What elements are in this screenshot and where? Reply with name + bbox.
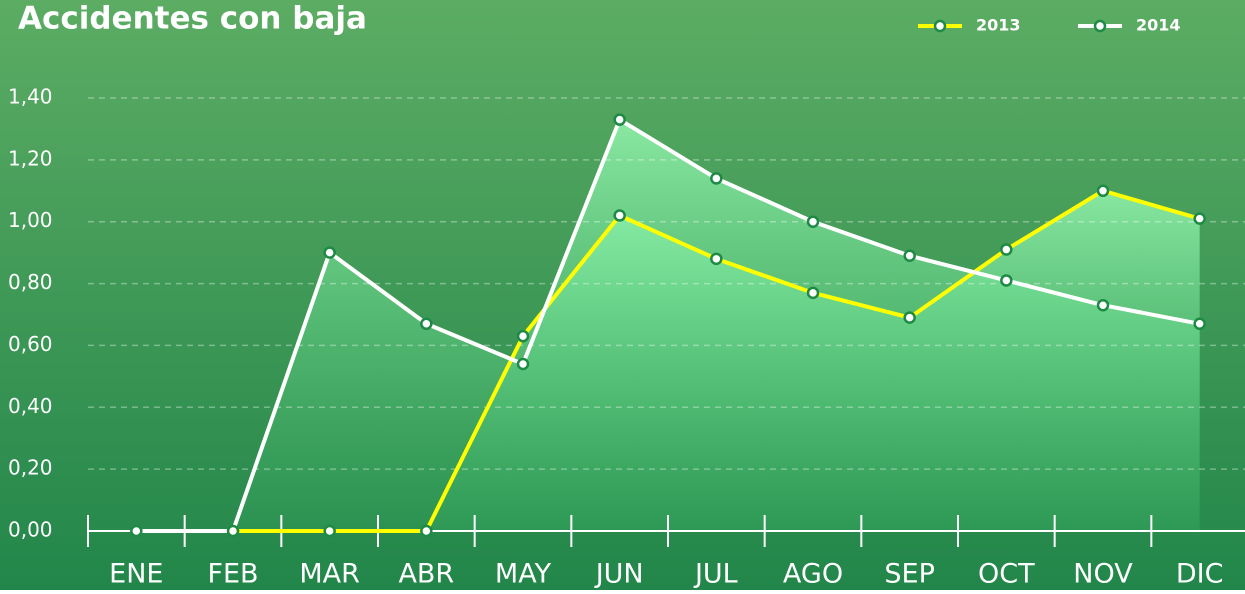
x-tick-label: OCT xyxy=(978,559,1035,590)
x-tick-label: MAY xyxy=(495,559,552,590)
x-tick-label: ABR xyxy=(398,559,454,590)
legend-label: 2013 xyxy=(976,16,1021,35)
point xyxy=(1096,298,1110,312)
x-tick-label: DIC xyxy=(1176,559,1224,590)
y-tick-label: 1,40 xyxy=(8,85,53,109)
point xyxy=(1000,274,1013,287)
point xyxy=(516,357,530,371)
legend-marker xyxy=(1093,19,1107,33)
y-tick-label: 1,00 xyxy=(8,208,53,232)
chart-title: Accidentes con baja xyxy=(18,1,367,37)
point xyxy=(613,113,626,126)
y-tick-label: 1,20 xyxy=(8,146,53,170)
y-tick-label: 0,20 xyxy=(8,456,53,480)
y-tick-label: 0,60 xyxy=(8,332,53,356)
point xyxy=(420,524,433,538)
point xyxy=(1096,184,1110,198)
point xyxy=(903,311,916,324)
area xyxy=(136,119,1200,532)
y-tick-label: 0,00 xyxy=(8,518,53,542)
point xyxy=(226,524,240,538)
series-line xyxy=(136,116,1201,533)
x-tick-label: NOV xyxy=(1073,559,1133,590)
point xyxy=(130,524,143,538)
point xyxy=(420,317,433,331)
point xyxy=(710,172,723,185)
legend-marker xyxy=(933,19,947,33)
point xyxy=(516,329,530,343)
point xyxy=(323,524,336,538)
legend-label: 2014 xyxy=(1136,16,1181,35)
point xyxy=(323,246,336,259)
point xyxy=(1000,243,1013,256)
point xyxy=(806,215,820,228)
x-tick-label: FEB xyxy=(207,559,258,590)
x-tick-label: AGO xyxy=(783,559,843,590)
x-tick-label: ENE xyxy=(109,559,163,590)
point xyxy=(613,209,626,222)
y-tick-label: 0,40 xyxy=(8,394,53,418)
y-tick-label: 0,80 xyxy=(8,270,53,294)
x-tick-label: JUN xyxy=(594,559,644,590)
point xyxy=(1193,317,1206,331)
point xyxy=(903,249,916,262)
x-tick-label: MAR xyxy=(299,559,360,590)
x-tick-label: SEP xyxy=(884,559,934,590)
point xyxy=(1193,212,1206,225)
x-tick-label: JUL xyxy=(693,559,738,590)
point xyxy=(806,286,820,300)
point xyxy=(710,252,723,266)
